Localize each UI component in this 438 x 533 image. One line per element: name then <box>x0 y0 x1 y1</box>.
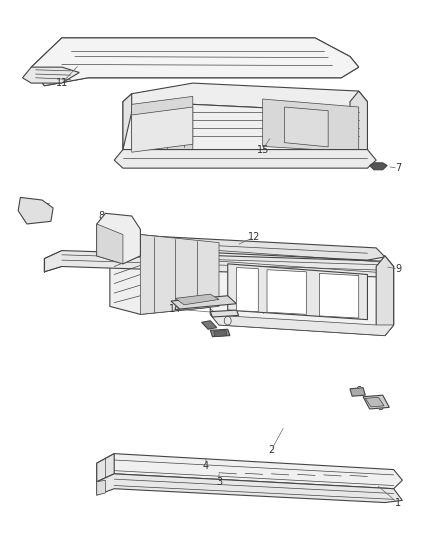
Polygon shape <box>267 270 306 314</box>
Text: 14: 14 <box>169 304 181 314</box>
Polygon shape <box>31 38 359 86</box>
Polygon shape <box>141 235 219 314</box>
Text: 11: 11 <box>56 78 68 88</box>
Polygon shape <box>363 395 389 409</box>
Polygon shape <box>210 310 239 317</box>
Text: 2: 2 <box>268 445 275 455</box>
Polygon shape <box>110 235 385 260</box>
Polygon shape <box>201 321 217 329</box>
Polygon shape <box>350 387 365 396</box>
Polygon shape <box>319 273 359 318</box>
Text: 8: 8 <box>98 211 104 221</box>
Text: 4: 4 <box>203 461 209 471</box>
Text: 5: 5 <box>378 402 384 413</box>
Text: 3: 3 <box>216 477 222 487</box>
Polygon shape <box>123 102 367 160</box>
Polygon shape <box>210 309 394 336</box>
Polygon shape <box>114 150 376 168</box>
Polygon shape <box>365 397 384 407</box>
Polygon shape <box>97 224 123 264</box>
Text: 1: 1 <box>395 498 401 508</box>
Polygon shape <box>44 251 394 277</box>
Polygon shape <box>376 256 394 336</box>
Polygon shape <box>123 83 367 112</box>
Text: 7: 7 <box>395 163 401 173</box>
Polygon shape <box>171 296 237 309</box>
Polygon shape <box>175 294 219 305</box>
Text: 10: 10 <box>34 206 46 216</box>
Text: 6: 6 <box>356 386 362 397</box>
Polygon shape <box>350 91 367 160</box>
Polygon shape <box>214 330 227 337</box>
Text: 13: 13 <box>291 296 304 306</box>
Polygon shape <box>132 107 193 152</box>
Polygon shape <box>97 454 114 482</box>
Polygon shape <box>97 213 141 264</box>
Polygon shape <box>237 268 258 312</box>
Polygon shape <box>370 163 387 169</box>
Polygon shape <box>31 38 359 86</box>
Text: 9: 9 <box>395 264 401 274</box>
Polygon shape <box>97 454 403 489</box>
Polygon shape <box>132 96 193 160</box>
Polygon shape <box>123 94 132 150</box>
Polygon shape <box>22 67 79 83</box>
Polygon shape <box>210 243 394 336</box>
Text: 12: 12 <box>248 232 260 243</box>
Polygon shape <box>110 235 219 314</box>
Polygon shape <box>97 480 106 495</box>
Polygon shape <box>263 99 359 152</box>
Polygon shape <box>228 264 367 320</box>
Text: 15: 15 <box>257 144 269 155</box>
Polygon shape <box>210 329 230 337</box>
Polygon shape <box>285 107 328 147</box>
Polygon shape <box>18 197 53 224</box>
Polygon shape <box>97 474 403 503</box>
